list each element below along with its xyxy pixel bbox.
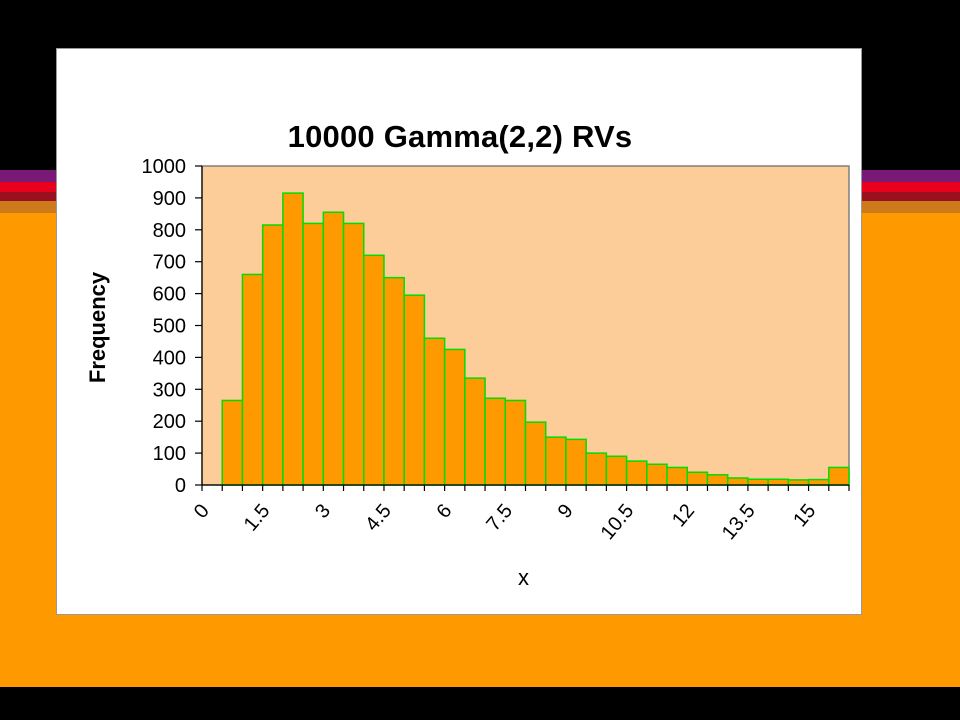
chart-frame: 10000 Gamma(2,2) RVs 0 100 200 300 400 500 600… bbox=[56, 48, 862, 615]
y-tick-label: 0 bbox=[175, 475, 186, 497]
histogram-bar bbox=[261, 224, 284, 486]
chart-title: 10000 Gamma(2,2) RVs bbox=[287, 119, 633, 154]
histogram-bar bbox=[504, 399, 527, 486]
x-tick-label: 13.5 bbox=[718, 500, 760, 544]
x-tick-label: 1.5 bbox=[240, 500, 275, 535]
histogram-bar bbox=[464, 377, 486, 486]
histogram-bar bbox=[322, 211, 345, 486]
histogram-bar bbox=[726, 477, 749, 486]
x-tick-label: 12 bbox=[668, 500, 699, 531]
histogram-bar bbox=[282, 192, 304, 486]
x-tick-label: 6 bbox=[432, 500, 456, 523]
histogram-bar bbox=[383, 276, 405, 486]
histogram-bar bbox=[423, 337, 446, 486]
y-tick-label: 300 bbox=[153, 379, 186, 401]
histogram-bar bbox=[747, 478, 769, 486]
histogram-bar bbox=[524, 421, 547, 486]
y-tick-label: 700 bbox=[153, 252, 186, 274]
x-tick-label: 10.5 bbox=[597, 500, 639, 544]
footer-band bbox=[0, 687, 960, 720]
histogram-bar bbox=[544, 436, 567, 486]
x-tick-label: 0 bbox=[190, 500, 214, 523]
histogram-bar bbox=[565, 438, 587, 486]
y-tick-label: 400 bbox=[153, 347, 186, 369]
histogram-bar bbox=[767, 478, 790, 486]
x-tick-label: 15 bbox=[789, 500, 820, 531]
histogram-bar bbox=[666, 466, 688, 486]
histogram-bar bbox=[828, 466, 850, 486]
histogram-bar bbox=[605, 455, 628, 486]
histogram-bar bbox=[646, 463, 668, 486]
histogram-bar bbox=[787, 479, 810, 486]
histogram-bar bbox=[484, 397, 507, 486]
y-tick-label: 800 bbox=[153, 220, 186, 242]
histogram-bar bbox=[403, 294, 426, 486]
histogram-bar bbox=[686, 471, 709, 486]
histogram-chart: 0 100 200 300 400 500 600 700 800 900 1000 0 1.5 3 4.5… bbox=[85, 156, 850, 590]
y-axis-title: Frequency bbox=[85, 271, 110, 383]
histogram-bar bbox=[363, 254, 385, 486]
histogram-bar bbox=[585, 452, 608, 486]
x-tick-label: 3 bbox=[311, 500, 335, 523]
y-tick-label: 900 bbox=[153, 188, 186, 210]
x-tick-label: 9 bbox=[554, 500, 578, 523]
x-axis-title: x bbox=[518, 565, 529, 590]
histogram-bar bbox=[302, 222, 325, 486]
histogram-bar bbox=[706, 474, 729, 486]
y-tick-label: 500 bbox=[153, 316, 186, 338]
y-tick-label: 100 bbox=[153, 443, 186, 465]
histogram-bar bbox=[443, 348, 466, 486]
histogram-bar bbox=[221, 399, 244, 486]
histogram-bar bbox=[625, 460, 648, 486]
x-tick-label: 7.5 bbox=[482, 500, 517, 535]
histogram-bar bbox=[241, 273, 264, 486]
histogram-bar bbox=[807, 478, 830, 486]
y-tick-label: 200 bbox=[153, 411, 186, 433]
y-tick-label: 600 bbox=[153, 284, 186, 306]
y-tick-label: 1000 bbox=[142, 156, 187, 178]
x-tick-label: 4.5 bbox=[361, 500, 396, 535]
histogram-bar bbox=[342, 222, 365, 486]
